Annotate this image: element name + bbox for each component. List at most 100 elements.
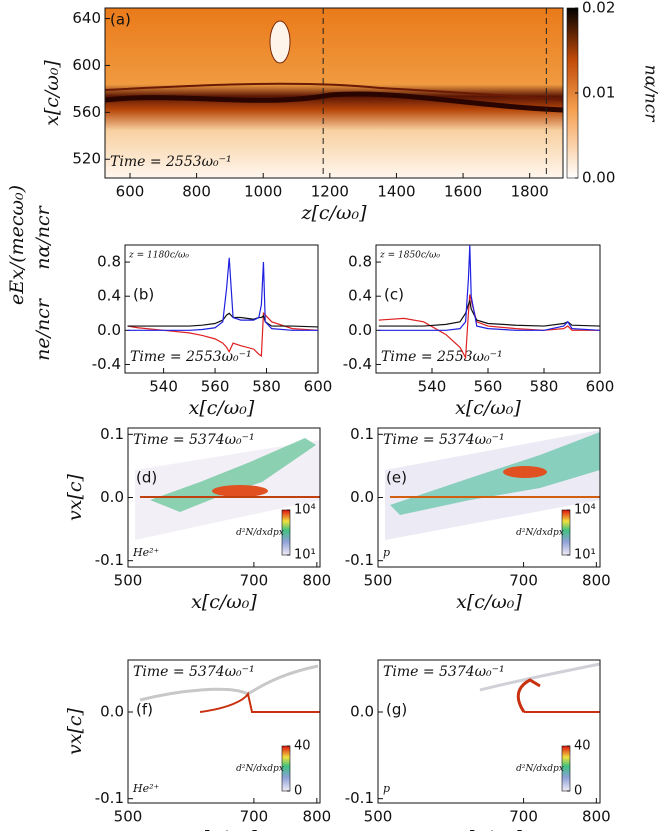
y-tick-label: 0.0: [97, 321, 121, 339]
y-tick-label: -0.1: [95, 789, 124, 807]
time-annotation: Time = 2553ω₀⁻¹: [130, 349, 252, 365]
x-axis-label: x[c/ω₀]: [456, 827, 522, 831]
density-map-f: [139, 664, 320, 713]
x-tick-label: 700: [240, 808, 269, 826]
colorbar-label: d²N/dxdpx: [516, 528, 564, 538]
x-tick-label: 600: [116, 183, 145, 201]
time-annotation: Time = 5374ω₀⁻¹: [133, 432, 255, 448]
panel-label: (e): [386, 469, 407, 487]
panel-label: (g): [386, 701, 407, 719]
colorbar: [281, 745, 291, 792]
y-tick-label: 640: [72, 9, 101, 27]
colorbar: [561, 509, 571, 556]
x-tick-label: 540: [418, 378, 447, 396]
species-label: p: [383, 782, 390, 795]
x-tick-label: 560: [201, 378, 230, 396]
colorbar-label: d²N/dxdpx: [516, 764, 564, 774]
x-tick-label: 580: [530, 378, 559, 396]
density-map-a: [104, 8, 564, 178]
time-annotation: Time = 5374ω₀⁻¹: [133, 664, 255, 680]
y-tick-label: -0.1: [95, 551, 124, 569]
position-note: z = 1850c/ω₀: [379, 251, 440, 261]
colorbar-tick-label: 10¹: [294, 548, 316, 563]
x-tick-label: 580: [252, 378, 281, 396]
y-tick-label: 0.1: [100, 425, 124, 443]
series-name: nα/ncr: [32, 204, 54, 269]
time-annotation: Time = 5374ω₀⁻¹: [383, 432, 505, 448]
x-axis-label: x[c/ω₀]: [455, 397, 521, 419]
position-note: z = 1180c/ω₀: [128, 251, 189, 261]
x-tick-label: 540: [149, 378, 178, 396]
x-tick-label: 800: [303, 808, 332, 826]
density-map-e: [385, 430, 600, 540]
y-tick-label: -0.4: [343, 355, 372, 373]
x-tick-label: 500: [114, 808, 143, 826]
x-axis-label: z[c/ω₀]: [301, 202, 368, 224]
series-name: ne/ncr: [32, 297, 54, 361]
colorbar-tick-label: 0: [294, 784, 302, 799]
x-tick-label: 1800: [511, 183, 549, 201]
colorbar-tick-label: 0.02: [582, 0, 615, 17]
x-tick-label: 700: [509, 572, 538, 590]
y-axis-label: x[c/ω₀]: [41, 60, 63, 126]
x-tick-label: 800: [582, 808, 611, 826]
x-tick-label: 1200: [311, 183, 349, 201]
colorbar-tick-label: 10⁴: [294, 503, 316, 518]
x-tick-label: 800: [182, 183, 211, 201]
density-map-d: [135, 438, 320, 540]
x-tick-label: 1000: [244, 183, 282, 201]
colorbar-label: d²N/dxdpx: [236, 528, 284, 538]
y-tick-label: 520: [72, 150, 101, 168]
y-tick-label: 0.8: [348, 253, 372, 271]
colorbar-tick-label: 0.01: [582, 84, 615, 102]
colorbar-label: d²N/dxdpx: [236, 764, 284, 774]
x-tick-label: 1400: [377, 183, 415, 201]
x-tick-label: 800: [582, 572, 611, 590]
plot-frame: [377, 659, 601, 804]
colorbar: [561, 745, 571, 792]
plot-frame: [124, 244, 319, 374]
y-tick-label: 0.0: [348, 321, 372, 339]
panel-label: (d): [136, 469, 157, 487]
time-annotation: Time = 2553ω₀⁻¹: [381, 349, 503, 365]
y-axis-label: vx[c]: [64, 473, 86, 521]
y-tick-label: 0.0: [100, 703, 124, 721]
plot-frame: [104, 7, 564, 179]
panel-label: (b): [133, 286, 154, 304]
colorbar-tick-label: 0: [574, 784, 582, 799]
y-tick-label: -0.1: [345, 789, 374, 807]
x-tick-label: 800: [303, 572, 332, 590]
species-label: p: [383, 546, 390, 559]
series-line: [127, 257, 318, 331]
x-axis-label: x[c/ω₀]: [191, 827, 257, 831]
time-annotation: Time = 5374ω₀⁻¹: [383, 664, 505, 680]
time-annotation: Time = 2553ω₀⁻¹: [110, 154, 232, 170]
species-label: He²⁺: [132, 782, 160, 795]
colorbar-tick-label: 10⁴: [574, 503, 596, 518]
x-tick-label: 560: [474, 378, 503, 396]
y-tick-label: -0.1: [345, 551, 374, 569]
x-tick-label: 600: [304, 378, 333, 396]
x-tick-label: 500: [364, 808, 393, 826]
x-tick-label: 700: [240, 572, 269, 590]
x-axis-label: x[c/ω₀]: [189, 397, 255, 419]
colorbar: [281, 509, 291, 556]
x-axis-label: x[c/ω₀]: [456, 591, 522, 613]
colorbar-label: nα/ncr: [641, 65, 661, 123]
y-tick-label: 600: [72, 56, 101, 74]
panel-label: (f): [136, 701, 153, 719]
y-tick-label: 0.0: [100, 488, 124, 506]
x-tick-label: 700: [509, 808, 538, 826]
x-axis-label: x[c/ω₀]: [191, 591, 257, 613]
colorbar-tick-label: 0.00: [582, 169, 615, 187]
series-line: [378, 244, 601, 331]
x-tick-label: 500: [114, 572, 143, 590]
x-tick-label: 500: [364, 572, 393, 590]
y-tick-label: 0.4: [97, 287, 121, 305]
density-map-g: [479, 662, 601, 713]
colorbar-tick-label: 40: [294, 739, 311, 754]
y-tick-label: 0.8: [97, 253, 121, 271]
colorbar-tick-label: 40: [574, 739, 591, 754]
y-tick-label: 0.4: [348, 287, 372, 305]
